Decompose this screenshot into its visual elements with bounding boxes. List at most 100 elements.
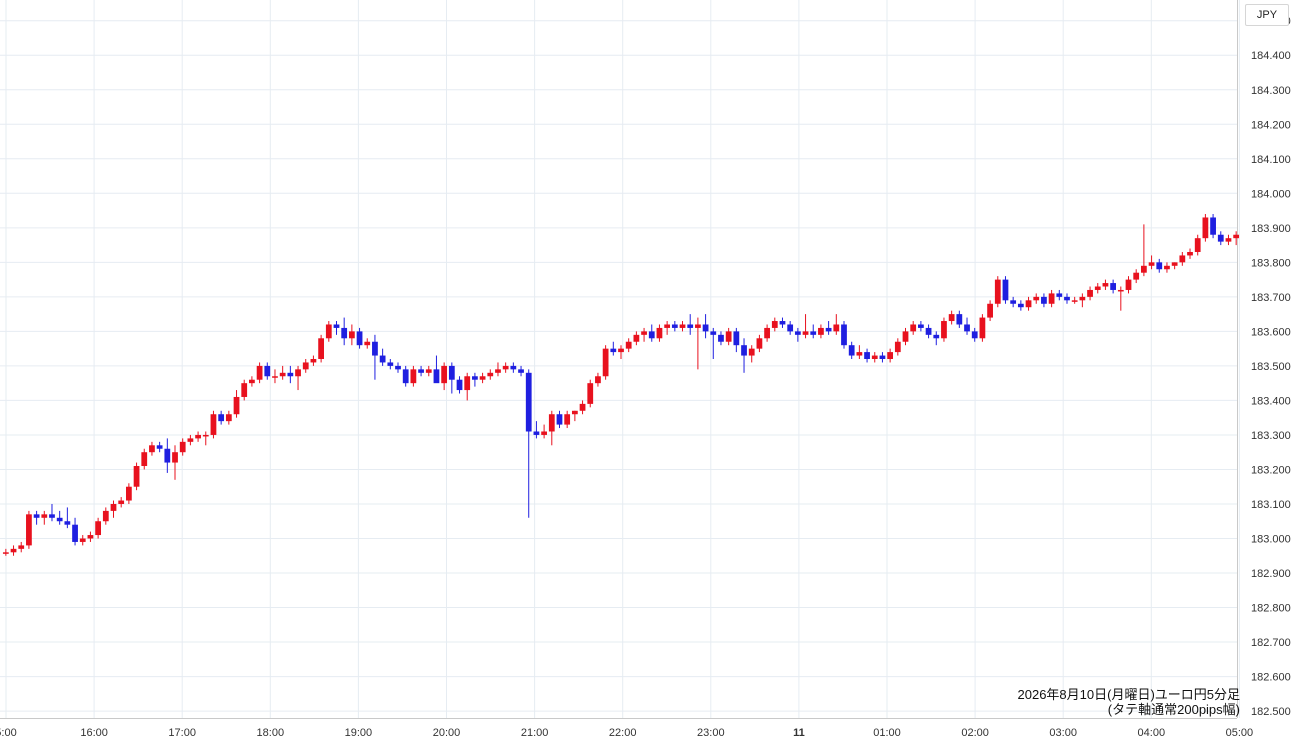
candles bbox=[2, 214, 1240, 556]
x-tick-label: 18:00 bbox=[257, 727, 285, 739]
candle-body bbox=[1064, 296, 1070, 301]
x-tick-label: 22:00 bbox=[609, 727, 637, 739]
candle bbox=[318, 334, 324, 363]
candle-body bbox=[302, 362, 309, 370]
candle-body bbox=[664, 324, 671, 328]
candle bbox=[310, 355, 317, 366]
candle bbox=[41, 510, 48, 525]
y-tick-label: 183.600 bbox=[1251, 326, 1291, 338]
candle-body bbox=[1110, 283, 1117, 290]
candle bbox=[1148, 255, 1155, 270]
candle-body bbox=[910, 324, 917, 332]
candle-body bbox=[1171, 262, 1178, 266]
candle-body bbox=[233, 396, 240, 415]
candle bbox=[179, 438, 186, 456]
candle bbox=[518, 365, 524, 377]
candle bbox=[956, 310, 963, 328]
candle bbox=[149, 441, 155, 456]
y-tick-label: 182.800 bbox=[1251, 603, 1291, 615]
candle-body bbox=[848, 345, 855, 356]
candle-body bbox=[633, 334, 640, 342]
candle-body bbox=[548, 414, 555, 432]
candle-body bbox=[1056, 293, 1063, 297]
candle bbox=[979, 314, 986, 342]
candle-body bbox=[695, 324, 701, 328]
candle-body bbox=[79, 538, 86, 542]
candle-body bbox=[72, 524, 78, 542]
candle bbox=[602, 345, 609, 380]
y-tick-label: 182.500 bbox=[1251, 706, 1291, 718]
candle-body bbox=[502, 365, 509, 370]
candle bbox=[771, 317, 778, 332]
candle-body bbox=[95, 521, 102, 536]
candle bbox=[79, 535, 86, 546]
candle bbox=[441, 362, 448, 391]
candle bbox=[410, 365, 417, 387]
candle bbox=[864, 348, 870, 363]
candle-body bbox=[102, 510, 109, 522]
candle bbox=[1079, 293, 1086, 308]
candle bbox=[525, 369, 532, 518]
candle-body bbox=[402, 369, 409, 384]
candle bbox=[1002, 276, 1009, 304]
candle-body bbox=[18, 545, 25, 549]
candle-body bbox=[1033, 296, 1040, 301]
candle bbox=[418, 365, 424, 377]
candle-body bbox=[718, 334, 724, 342]
candle-body bbox=[10, 548, 17, 553]
candle bbox=[1033, 293, 1040, 304]
candle bbox=[202, 431, 209, 446]
candle-body bbox=[833, 324, 840, 332]
candle-body bbox=[149, 445, 155, 453]
candle bbox=[1171, 262, 1178, 270]
candle-body bbox=[341, 327, 348, 339]
candle-body bbox=[979, 317, 986, 339]
candle bbox=[695, 317, 701, 370]
candle bbox=[1140, 224, 1147, 277]
candle-body bbox=[1041, 296, 1047, 304]
x-tick-label: 01:00 bbox=[873, 727, 901, 739]
candle-body bbox=[902, 331, 909, 342]
candle-body bbox=[602, 348, 609, 377]
candle-body bbox=[779, 321, 786, 325]
candle bbox=[264, 362, 271, 380]
candle-body bbox=[725, 331, 732, 342]
candle bbox=[1225, 234, 1232, 246]
candle-body bbox=[671, 324, 678, 328]
candle-body bbox=[956, 314, 963, 325]
candle-body bbox=[356, 331, 363, 346]
y-tick-label: 183.200 bbox=[1251, 464, 1291, 476]
currency-badge[interactable]: JPY bbox=[1245, 4, 1289, 26]
candle-body bbox=[556, 414, 563, 425]
candle-body bbox=[1079, 296, 1086, 301]
candle-body bbox=[164, 448, 171, 463]
candle-body bbox=[410, 369, 417, 384]
candle bbox=[887, 348, 894, 363]
candle bbox=[564, 410, 571, 429]
y-tick-label: 184.100 bbox=[1251, 154, 1291, 166]
candle-body bbox=[110, 503, 117, 511]
candle-body bbox=[33, 514, 40, 518]
candle-body bbox=[279, 372, 286, 377]
candle bbox=[610, 341, 617, 356]
candle bbox=[1125, 276, 1132, 294]
candle bbox=[118, 497, 125, 508]
candle bbox=[1117, 286, 1124, 311]
x-tick-label: 19:00 bbox=[345, 727, 373, 739]
candle bbox=[333, 321, 340, 335]
y-tick-label: 182.700 bbox=[1251, 637, 1291, 649]
candle bbox=[818, 324, 824, 339]
candle bbox=[464, 372, 471, 401]
y-tick-label: 182.600 bbox=[1251, 672, 1291, 684]
candle-body bbox=[141, 452, 148, 467]
candle bbox=[402, 365, 409, 387]
candle-body bbox=[1133, 272, 1140, 280]
candle-body bbox=[679, 324, 686, 328]
candle-body bbox=[325, 324, 332, 339]
candle-body bbox=[756, 338, 763, 349]
y-tick-label: 183.000 bbox=[1251, 534, 1291, 546]
candle-body bbox=[894, 341, 901, 353]
candle bbox=[125, 483, 132, 504]
candle-body bbox=[1117, 289, 1124, 292]
